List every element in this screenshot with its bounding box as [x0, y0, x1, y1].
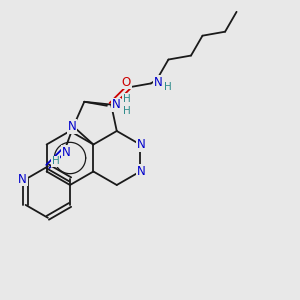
Text: N: N	[112, 98, 121, 111]
Text: N: N	[18, 173, 27, 186]
Text: O: O	[122, 76, 131, 89]
Text: H: H	[123, 106, 131, 116]
Text: N: N	[154, 76, 163, 89]
Text: N: N	[61, 146, 70, 159]
Text: N: N	[68, 120, 77, 133]
Text: H: H	[52, 157, 60, 166]
Text: H: H	[164, 82, 172, 92]
Text: H: H	[123, 94, 131, 104]
Text: N: N	[137, 138, 146, 151]
Text: N: N	[137, 165, 146, 178]
